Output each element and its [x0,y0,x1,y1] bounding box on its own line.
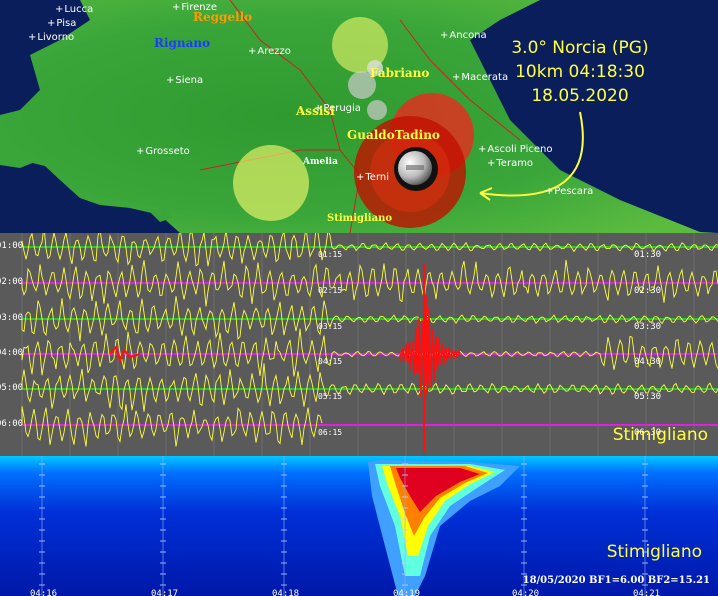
quake-circle-1 [332,17,388,73]
city-label: Grosseto [136,146,189,157]
seismic-trace [21,328,718,377]
event-spike [399,295,461,418]
row-time-label-left: 04:00 [0,348,24,358]
seismic-trace [21,259,718,307]
row-time-label-left: 02:00 [0,277,24,287]
highlighted-town-label: Assisi [296,104,335,118]
row-time-label-mid: 06:15 [318,428,343,437]
row-time-label-right: 03:30 [634,322,662,332]
spectrogram-info: 18/05/2020 BF1=6.00 BF2=15.21 [522,575,710,586]
city-label: Perugia [314,103,361,114]
row-time-label-mid: 01:15 [318,250,343,259]
row-time-label-left: 03:00 [0,313,24,323]
row-time-label-left: 01:00 [0,241,24,251]
seismogram-station-label: Stimigliano [612,425,708,445]
row-time-label-right: 05:30 [634,392,662,402]
seismic-trace [21,404,323,447]
event-note-line-1: 3.0° Norcia (PG) [511,38,649,58]
quake-circle-2 [233,145,309,221]
spectrogram-time-tick: 04:17 [151,589,179,596]
seismic-trace [21,363,718,412]
spectrogram-time-tick: 04:19 [393,589,421,596]
quake-circle-3 [367,60,383,76]
quake-circle-4 [348,71,376,99]
city-label: Ascoli Piceno [478,144,552,155]
highlighted-town-label: Amelia [303,157,338,167]
epicenter-map: Lucca Pisa Livorno Firenze Arezzo Siena Ancona… [0,0,718,233]
highlighted-town-label: Fabriano [370,66,430,80]
row-time-label-right: 06:30 [634,428,662,438]
city-label: Pisa [47,18,76,29]
spectrogram-time-tick: 04:20 [512,589,540,596]
highlighted-town-label: Rignano [154,36,211,50]
spectrogram-time-tick: 04:16 [30,589,58,596]
event-annotation: 3.0° Norcia (PG) 10km 04:18:30 18.05.202… [505,36,655,108]
event-arrow [479,111,584,197]
event-note-line-2: 10km 04:18:30 [515,62,645,82]
city-label: Teramo [487,158,533,169]
row-time-label-left: 05:00 [0,383,24,393]
row-time-label-mid: 02:15 [318,286,343,295]
city-label: Macerata [452,72,508,83]
row-time-label-left: 06:00 [0,419,24,429]
spectrogram-panel: Stimigliano 18/05/2020 BF1=6.00 BF2=15.2… [0,456,718,596]
event-note-line-3: 18.05.2020 [531,86,629,106]
city-label: Lucca [55,4,93,15]
city-label: Siena [166,75,203,86]
row-time-label-mid: 05:15 [318,392,343,401]
land-area [0,0,718,233]
row-time-label-mid: 04:15 [318,357,343,366]
city-label: Livorno [28,32,74,43]
seismogram-panel: 01:00 01:15 01:30 02:00 02:15 02:30 03:00 03:15… [0,233,718,456]
highlighted-town-label: Stimigliano [327,213,393,224]
spectrogram-graphic [0,456,718,596]
row-time-label-right: 01:30 [634,250,662,260]
spectrogram-time-tick: 04:21 [633,589,661,596]
row-time-label-mid: 03:15 [318,322,343,331]
spectrogram-time-tick: 04:18 [272,589,300,596]
spectrogram-station-label: Stimigliano [606,542,702,562]
city-label: Pescara [545,186,593,197]
seismic-trace [21,233,718,267]
seismic-trace [21,296,718,342]
seismogram-traces [21,233,718,456]
highlighted-town-label: GualdoTadino [347,128,440,142]
row-time-label-right: 02:30 [634,286,662,296]
city-label: Firenze [172,2,217,13]
highlighted-town-label: Reggello [193,10,253,24]
city-label: Ancona [440,30,486,41]
map-graphic [0,0,718,233]
quake-circle-5 [367,100,387,120]
city-label: Terni [356,172,389,183]
row-time-label-right: 04:30 [634,357,662,367]
city-label: Arezzo [248,46,291,57]
